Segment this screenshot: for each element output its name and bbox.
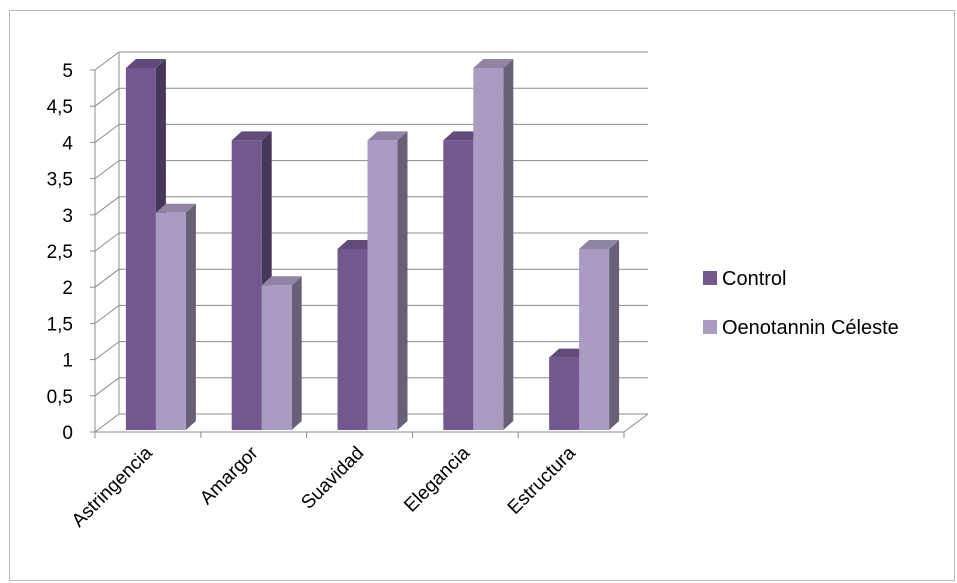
y-tick-label: 0 [62, 423, 73, 444]
side-wall-gridline [94, 124, 120, 143]
side-wall-gridline [94, 304, 120, 324]
y-tick-label: 1,5 [47, 314, 73, 335]
bar-side [291, 276, 302, 430]
bar-top [473, 59, 514, 68]
legend-swatch-control [703, 271, 717, 285]
y-tick-label: 4,5 [47, 97, 73, 118]
bar-front [367, 140, 398, 430]
y-tick-label: 1 [62, 351, 73, 372]
bar-top [367, 131, 408, 141]
floor-right-edge [623, 413, 649, 433]
y-tick-label: 3,5 [47, 170, 73, 191]
side-wall-gridline [94, 160, 120, 180]
bar-front [261, 285, 292, 430]
bar-front [443, 140, 474, 430]
bar-side [397, 131, 408, 430]
x-tick-label: Astringencia [68, 442, 157, 531]
y-tick-label: 0,5 [47, 387, 73, 408]
y-tick-label: 2,5 [47, 242, 73, 263]
side-wall-gridline [94, 413, 120, 433]
y-tick-label: 2 [62, 278, 73, 299]
x-tick-label: Elegancia [400, 442, 474, 516]
bar-side [185, 203, 196, 430]
side-wall-gridline [94, 268, 120, 288]
x-tick-labels: Astringencia Amargor Suavidad Elegancia Estr… [68, 442, 580, 531]
legend-swatch-oenotannin [703, 320, 717, 334]
bar-front [337, 249, 368, 430]
bar [155, 203, 196, 430]
bar [579, 240, 620, 430]
legend-label-oenotannin: Oenotannin Céleste [722, 317, 899, 339]
side-wall-gridline [94, 51, 120, 71]
y-tick-labels: 0 0,5 1 1,5 2 2,5 3 3,5 4 4,5 5 [47, 61, 74, 444]
bar-side [503, 59, 514, 430]
side-wall-gridline [94, 232, 120, 252]
side-wall-gridline [94, 341, 120, 361]
legend: Control Oenotannin Céleste [703, 268, 899, 339]
bar-front [125, 68, 156, 430]
bar-front [231, 140, 262, 430]
bar-front [473, 68, 504, 430]
x-tick-label: Amargor [196, 442, 263, 509]
bar [367, 131, 408, 430]
bar-side [609, 240, 620, 430]
bar-top [231, 131, 272, 141]
bar [261, 276, 302, 430]
side-wall-gridline [94, 377, 120, 397]
bar-front [579, 249, 610, 430]
bar-top [155, 203, 196, 213]
x-tick-label: Estructura [504, 442, 580, 518]
bar-front [549, 357, 580, 430]
axes [90, 69, 625, 438]
side-wall-gridline [94, 87, 120, 107]
bars [125, 59, 620, 430]
bar-top [261, 276, 302, 286]
legend-item-control: Control [703, 268, 786, 290]
bar-top [125, 59, 166, 68]
legend-item-oenotannin: Oenotannin Céleste [703, 317, 899, 339]
bar [473, 59, 514, 430]
y-tick-label: 4 [62, 133, 73, 154]
x-tick-label: Suavidad [297, 443, 368, 514]
side-wall-gridline [94, 196, 120, 216]
legend-label-control: Control [722, 268, 786, 290]
bar-front [155, 212, 186, 430]
y-tick-label: 5 [62, 61, 73, 82]
bar-top [579, 240, 620, 249]
y-tick-label: 3 [62, 206, 73, 227]
